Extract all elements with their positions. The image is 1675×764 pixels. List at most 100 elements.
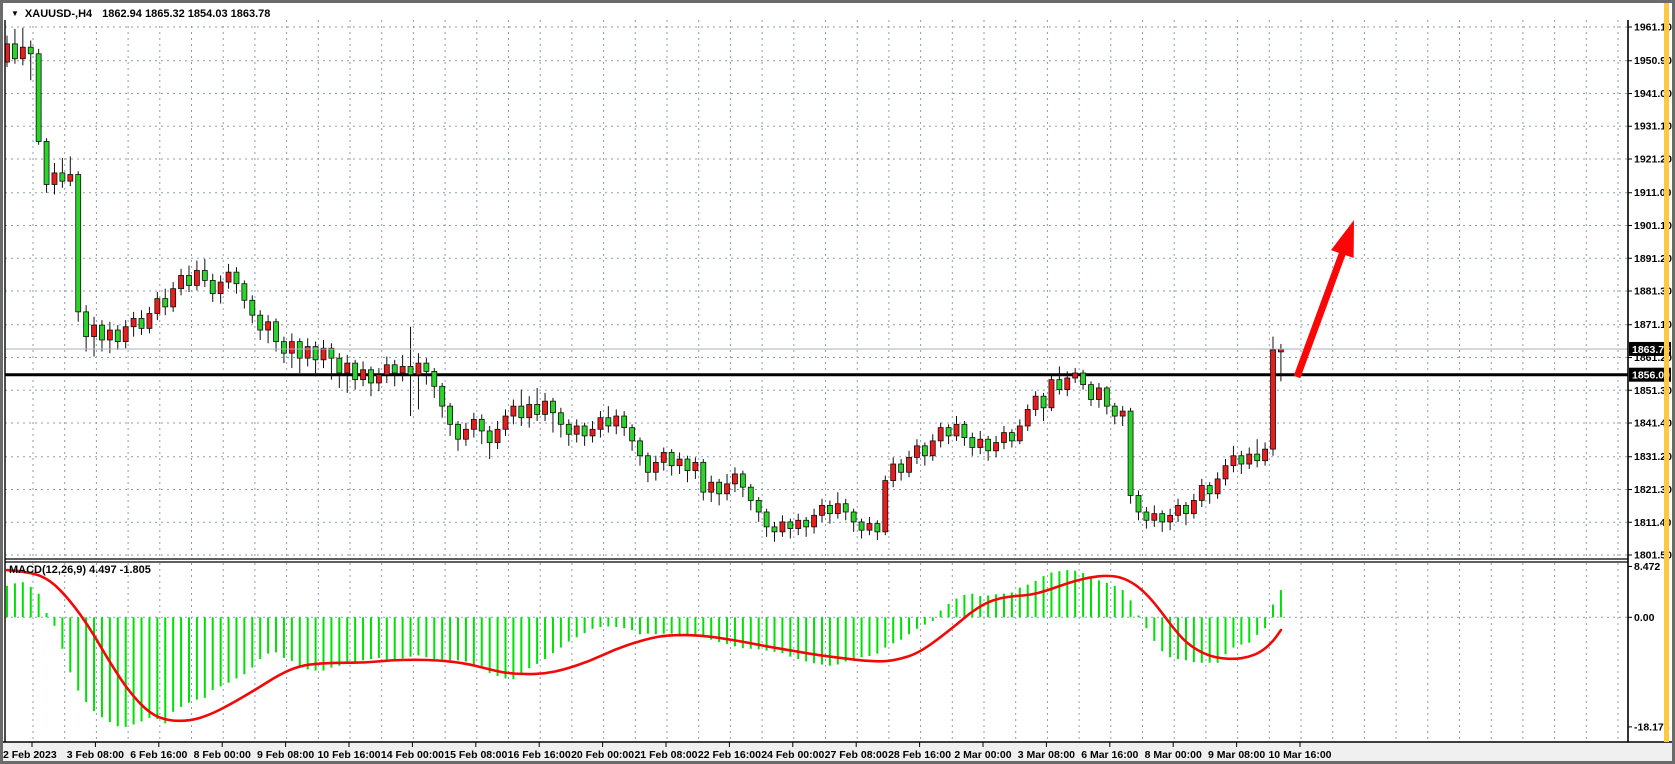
time-axis-label: 3 Mar 08:00	[1018, 749, 1075, 761]
macd-histogram-bar	[480, 617, 483, 667]
candle-body	[209, 280, 216, 295]
candle-body	[518, 405, 525, 419]
macd-histogram-bar	[21, 582, 24, 618]
candle-body	[953, 423, 960, 437]
candle-body	[304, 346, 311, 359]
time-axis-label: 6 Feb 16:00	[130, 749, 187, 761]
macd-histogram-bar	[971, 593, 974, 618]
macd-histogram-bar	[29, 587, 32, 618]
time-axis-label: 20 Feb 00:00	[571, 749, 634, 761]
price-axis-label: 1871.10	[1634, 319, 1672, 331]
macd-histogram-bar	[520, 617, 523, 675]
macd-histogram-bar	[425, 617, 428, 658]
macd-histogram-bar	[528, 617, 531, 669]
macd-histogram-bar	[1042, 576, 1045, 618]
candle-body	[684, 458, 691, 472]
candle-body	[906, 457, 912, 473]
macd-histogram-bar	[1002, 593, 1005, 618]
macd-histogram-bar	[6, 585, 8, 618]
macd-histogram-bar	[338, 617, 341, 666]
price-axis-label: 1901.10	[1634, 220, 1672, 232]
candle-body	[1127, 410, 1134, 496]
macd-histogram-bar	[1153, 617, 1156, 641]
candle-body	[1183, 504, 1189, 515]
macd-axis-label: -18.176	[1634, 721, 1670, 733]
candle-body	[1143, 511, 1150, 521]
time-axis-label: 2 Feb 2023	[3, 749, 57, 761]
macd-histogram-bar	[718, 617, 721, 643]
price-axis-label: 1851.30	[1634, 385, 1672, 397]
macd-histogram-bar	[409, 617, 412, 657]
candle-body	[557, 412, 564, 425]
candle-body	[67, 174, 74, 182]
macd-histogram-bar	[1082, 573, 1085, 618]
symbol-collapse-icon[interactable]: ▼	[11, 9, 19, 18]
candle-body	[281, 341, 287, 354]
macd-histogram-bar	[892, 617, 895, 644]
time-axis-label: 27 Feb 08:00	[825, 749, 888, 761]
candle-body	[993, 442, 999, 452]
price-axis-label: 1931.10	[1634, 121, 1672, 133]
macd-histogram-bar	[330, 617, 333, 668]
macd-histogram-bar	[607, 617, 610, 627]
candle-body	[1262, 448, 1268, 462]
candle-body	[1206, 485, 1213, 495]
macd-histogram-bar	[931, 617, 934, 621]
macd-histogram-bar	[995, 594, 998, 618]
macd-histogram-bar	[1026, 584, 1029, 618]
candle-body	[605, 417, 612, 427]
macd-histogram-bar	[1200, 617, 1203, 663]
candle-body	[478, 418, 485, 432]
macd-histogram-bar	[369, 617, 372, 660]
macd-histogram-bar	[488, 617, 491, 674]
candle-body	[795, 519, 802, 529]
trend-arrow-shaft[interactable]	[1293, 245, 1349, 379]
candle-body	[621, 415, 628, 429]
macd-histogram-bar	[298, 617, 301, 667]
macd-histogram-bar	[1192, 617, 1195, 663]
macd-histogram-bar	[836, 617, 839, 665]
macd-histogram-bar	[741, 617, 744, 649]
macd-histogram-bar	[53, 617, 56, 626]
candle-body	[296, 341, 303, 359]
candle-body	[439, 385, 446, 407]
candle-body	[565, 423, 572, 435]
time-axis-label: 22 Feb 16:00	[698, 749, 761, 761]
macd-histogram-bar	[1034, 580, 1037, 618]
macd-histogram-bar	[1184, 617, 1187, 661]
macd-histogram-bar	[1097, 580, 1100, 618]
candle-body	[668, 452, 675, 467]
candle-body	[597, 417, 604, 430]
candle-body	[637, 440, 643, 457]
candle-body	[138, 318, 145, 329]
candle-body	[130, 318, 137, 328]
macd-histogram-bar	[631, 617, 634, 631]
macd-histogram-bar	[947, 603, 950, 618]
candle-body	[1190, 500, 1197, 515]
macd-histogram-bar	[243, 617, 246, 675]
time-axis-strip[interactable]	[3, 742, 1672, 761]
macd-histogram-bar	[615, 617, 618, 627]
macd-histogram-bar	[322, 617, 325, 671]
candle-body	[99, 324, 105, 341]
macd-histogram-bar	[623, 617, 626, 629]
macd-histogram-bar	[362, 617, 365, 661]
macd-histogram-bar	[844, 617, 847, 662]
price-axis-label: 1911.00	[1634, 187, 1672, 199]
candle-body	[27, 46, 34, 55]
macd-histogram-bar	[781, 617, 784, 654]
level-price-badge: 1856.00	[1632, 370, 1670, 382]
candle-body	[629, 427, 635, 442]
candle-body	[834, 503, 841, 515]
candle-body	[613, 415, 620, 427]
price-axis-label: 1961.10	[1634, 22, 1672, 34]
main-chart[interactable]: 1961.10 1950.90 1941.00 1931.10 1921.20 1911.…	[3, 3, 1672, 761]
macd-histogram-bar	[457, 617, 460, 661]
time-axis-label: 3 Feb 08:00	[67, 749, 124, 761]
macd-histogram-bar	[449, 617, 452, 661]
macd-histogram-bar	[227, 617, 230, 683]
trend-arrow-head[interactable]	[1330, 220, 1354, 258]
macd-histogram-bar	[346, 617, 349, 664]
candle-body	[1064, 377, 1071, 390]
macd-histogram-bar	[765, 617, 768, 651]
